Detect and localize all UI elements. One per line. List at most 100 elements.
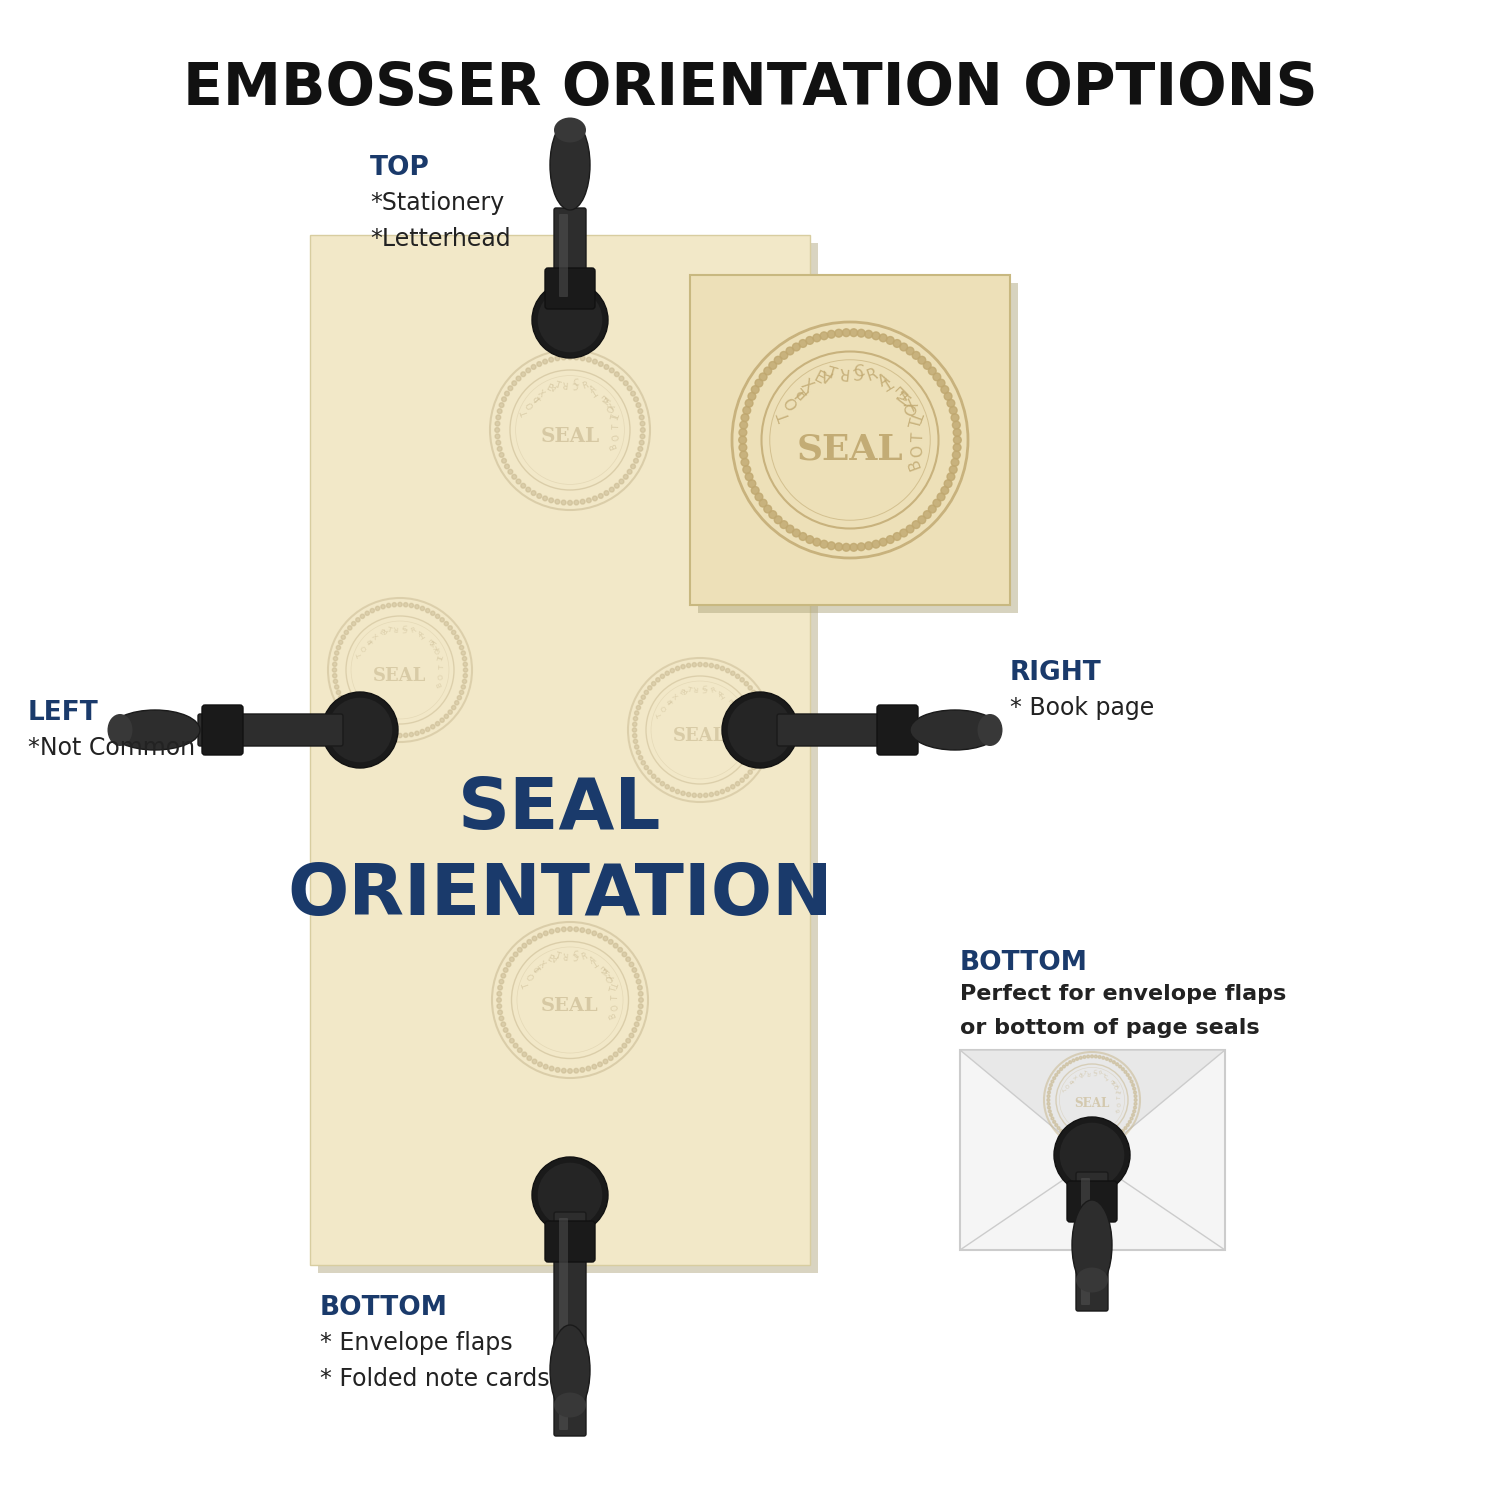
- Text: C: C: [573, 378, 579, 388]
- Circle shape: [1128, 1077, 1131, 1080]
- Text: T: T: [718, 690, 726, 698]
- Text: T: T: [609, 986, 619, 993]
- Circle shape: [537, 933, 543, 938]
- Text: E: E: [597, 963, 608, 972]
- Text: C: C: [852, 363, 864, 380]
- Circle shape: [495, 427, 500, 432]
- Circle shape: [387, 732, 392, 736]
- Text: M: M: [896, 388, 915, 408]
- Circle shape: [938, 380, 945, 387]
- Text: C: C: [572, 378, 579, 388]
- Circle shape: [339, 640, 344, 645]
- Circle shape: [746, 472, 753, 480]
- Circle shape: [628, 962, 634, 968]
- Text: T: T: [612, 424, 621, 430]
- Circle shape: [333, 662, 338, 666]
- Circle shape: [510, 1038, 515, 1042]
- Circle shape: [687, 663, 692, 668]
- Circle shape: [496, 440, 501, 446]
- Circle shape: [333, 680, 338, 684]
- Circle shape: [586, 1066, 591, 1071]
- Circle shape: [800, 532, 807, 540]
- Circle shape: [375, 729, 380, 734]
- Text: T: T: [554, 951, 561, 962]
- Circle shape: [759, 705, 764, 710]
- Text: T: T: [530, 966, 540, 975]
- Text: E: E: [678, 688, 684, 696]
- Text: O: O: [1065, 1082, 1071, 1088]
- Circle shape: [630, 464, 636, 470]
- Text: TOP: TOP: [370, 154, 430, 182]
- Circle shape: [644, 765, 648, 770]
- Circle shape: [598, 362, 603, 366]
- Circle shape: [634, 711, 639, 716]
- Circle shape: [537, 1162, 603, 1227]
- Circle shape: [944, 480, 952, 488]
- Circle shape: [498, 410, 502, 414]
- Circle shape: [1124, 1071, 1126, 1074]
- Circle shape: [598, 494, 603, 498]
- Text: E: E: [378, 628, 384, 636]
- Circle shape: [742, 406, 750, 414]
- Circle shape: [1080, 1142, 1082, 1143]
- Circle shape: [580, 500, 585, 504]
- Circle shape: [327, 698, 393, 762]
- Circle shape: [656, 778, 660, 783]
- Text: O: O: [610, 1004, 620, 1011]
- Circle shape: [754, 494, 764, 501]
- FancyBboxPatch shape: [544, 268, 596, 309]
- Text: R: R: [393, 626, 399, 632]
- Circle shape: [370, 609, 375, 613]
- Circle shape: [634, 1022, 639, 1026]
- Circle shape: [609, 488, 613, 492]
- Circle shape: [506, 962, 512, 968]
- Circle shape: [462, 657, 466, 662]
- Text: T: T: [590, 386, 598, 396]
- Circle shape: [398, 603, 402, 606]
- Circle shape: [633, 734, 638, 738]
- Text: X: X: [732, 704, 740, 711]
- Text: T: T: [879, 372, 894, 390]
- Circle shape: [759, 500, 766, 507]
- Circle shape: [356, 718, 360, 723]
- Circle shape: [614, 1052, 618, 1056]
- Circle shape: [360, 722, 364, 726]
- Circle shape: [906, 346, 914, 355]
- Circle shape: [609, 939, 613, 944]
- Circle shape: [806, 536, 813, 543]
- Circle shape: [381, 730, 386, 735]
- Circle shape: [638, 447, 642, 452]
- Circle shape: [726, 669, 730, 674]
- Circle shape: [464, 668, 468, 672]
- Circle shape: [574, 927, 579, 932]
- Text: T: T: [686, 686, 692, 693]
- Circle shape: [381, 604, 386, 609]
- Text: E: E: [726, 696, 734, 703]
- Circle shape: [410, 603, 414, 608]
- Circle shape: [416, 730, 419, 735]
- Circle shape: [398, 734, 402, 738]
- FancyBboxPatch shape: [554, 1212, 586, 1435]
- Circle shape: [1072, 1138, 1076, 1142]
- Text: E: E: [544, 382, 554, 393]
- Circle shape: [1047, 1090, 1050, 1094]
- Circle shape: [944, 393, 952, 400]
- Circle shape: [360, 614, 364, 618]
- Text: T: T: [1082, 1070, 1086, 1076]
- Circle shape: [748, 480, 756, 488]
- Text: P: P: [666, 696, 674, 703]
- Circle shape: [460, 686, 465, 688]
- Circle shape: [512, 474, 516, 478]
- Circle shape: [754, 380, 764, 387]
- Circle shape: [774, 516, 782, 524]
- Text: R: R: [864, 366, 879, 384]
- Circle shape: [543, 496, 548, 501]
- FancyBboxPatch shape: [310, 236, 810, 1264]
- Circle shape: [660, 674, 664, 678]
- Circle shape: [444, 714, 448, 718]
- Text: C: C: [402, 626, 408, 632]
- Ellipse shape: [1076, 1268, 1108, 1293]
- Circle shape: [1108, 1059, 1112, 1062]
- Circle shape: [633, 398, 639, 402]
- Circle shape: [333, 668, 336, 672]
